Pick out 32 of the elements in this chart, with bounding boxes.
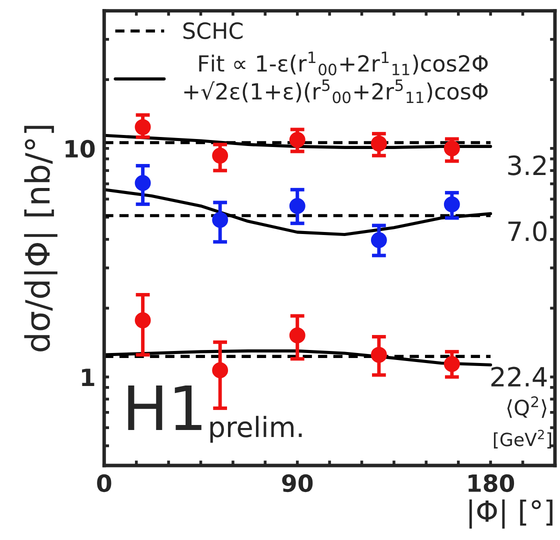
y-tick-label: 10 [66, 140, 95, 158]
point [134, 312, 151, 328]
point [134, 119, 151, 136]
x-axis-title: |Φ| [°] [469, 499, 552, 529]
annotation: 22.4 [491, 366, 547, 386]
point [444, 140, 460, 156]
point [370, 232, 387, 248]
point [444, 196, 460, 212]
text: Fit ∝ 1-ε(r$^{1}$$_{00}$+2r$^{1}$$_{11}$)cos2Φ +√2ε(1+ε)(r$^{5}$$_{00}$+2r$^{5}$$_{11}$)cosΦ [184, 52, 488, 104]
point [289, 327, 306, 344]
annotation: ⟨Q$^{2}$⟩ [507, 396, 546, 418]
point [444, 356, 460, 372]
annotation: H1 [128, 385, 202, 430]
point [370, 136, 387, 152]
point [289, 132, 306, 148]
point [370, 346, 387, 363]
point [134, 174, 151, 191]
y-tick-label: 1 [82, 368, 94, 386]
point [212, 212, 228, 228]
legend-label: SCHC [183, 22, 243, 40]
point [212, 148, 228, 164]
point [289, 198, 306, 214]
line-series [104, 134, 492, 149]
annotation: [GeV$^{2}$] [494, 430, 552, 448]
x-tick-label: 90 [282, 474, 313, 492]
x-tick-label: 0 [97, 474, 112, 492]
point [212, 362, 228, 378]
annotation: 3.2 [508, 155, 546, 176]
annotation: prelim. [210, 416, 302, 443]
y-axis-title: dσ/d|Φ| [nb/°] [24, 126, 58, 352]
annotation: 7.0 [508, 221, 546, 242]
x-tick-label: 180 [468, 474, 514, 492]
